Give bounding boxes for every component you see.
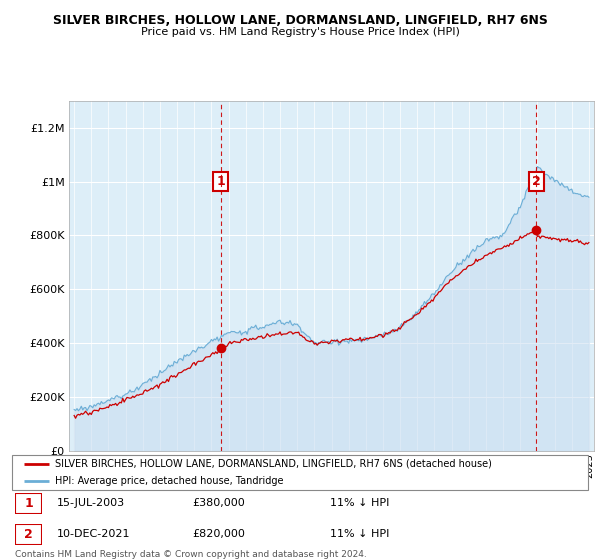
Text: HPI: Average price, detached house, Tandridge: HPI: Average price, detached house, Tand… xyxy=(55,477,284,486)
Text: £820,000: £820,000 xyxy=(192,529,245,539)
FancyBboxPatch shape xyxy=(15,524,42,545)
Text: 1: 1 xyxy=(216,175,225,188)
Text: SILVER BIRCHES, HOLLOW LANE, DORMANSLAND, LINGFIELD, RH7 6NS (detached house): SILVER BIRCHES, HOLLOW LANE, DORMANSLAND… xyxy=(55,459,492,469)
FancyBboxPatch shape xyxy=(15,493,42,514)
Text: 15-JUL-2003: 15-JUL-2003 xyxy=(57,498,125,508)
Text: SILVER BIRCHES, HOLLOW LANE, DORMANSLAND, LINGFIELD, RH7 6NS: SILVER BIRCHES, HOLLOW LANE, DORMANSLAND… xyxy=(53,14,547,27)
Text: Price paid vs. HM Land Registry's House Price Index (HPI): Price paid vs. HM Land Registry's House … xyxy=(140,27,460,37)
Text: 11% ↓ HPI: 11% ↓ HPI xyxy=(330,529,389,539)
FancyBboxPatch shape xyxy=(12,455,588,490)
Text: Contains HM Land Registry data © Crown copyright and database right 2024.
This d: Contains HM Land Registry data © Crown c… xyxy=(15,550,367,560)
Text: 2: 2 xyxy=(532,175,541,188)
Text: 10-DEC-2021: 10-DEC-2021 xyxy=(57,529,131,539)
Text: 11% ↓ HPI: 11% ↓ HPI xyxy=(330,498,389,508)
Text: £380,000: £380,000 xyxy=(192,498,245,508)
Text: 1: 1 xyxy=(24,497,33,510)
Text: 2: 2 xyxy=(24,528,33,541)
